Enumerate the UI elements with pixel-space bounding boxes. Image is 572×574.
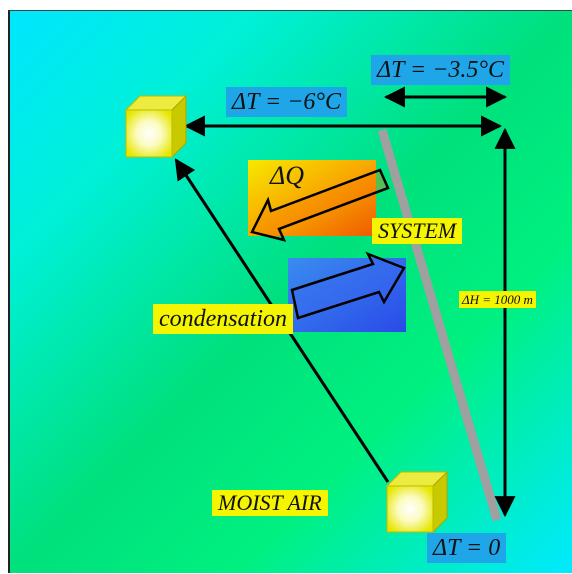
delta-t-top-label: ΔT = −3.5°C	[371, 55, 510, 85]
condensation-label: condensation	[153, 304, 293, 334]
delta-q-label: ΔQ	[270, 161, 305, 190]
system-label: SYSTEM	[372, 218, 463, 244]
delta-h-label: ΔH = 1000 m	[459, 291, 536, 308]
condensation-arrow-icon	[290, 251, 406, 320]
cube-icon	[385, 470, 449, 534]
delta-t-bottom-label: ΔT = 0	[427, 533, 507, 563]
moist-air-label: MOIST AIR	[212, 490, 328, 516]
delta-t-left-label: ΔT = −6°C	[226, 87, 347, 117]
heat-block	[248, 160, 376, 236]
condensation-block	[288, 258, 406, 332]
cube-icon	[124, 94, 188, 159]
heat-arrow-icon	[250, 168, 390, 242]
system-line	[377, 128, 502, 522]
